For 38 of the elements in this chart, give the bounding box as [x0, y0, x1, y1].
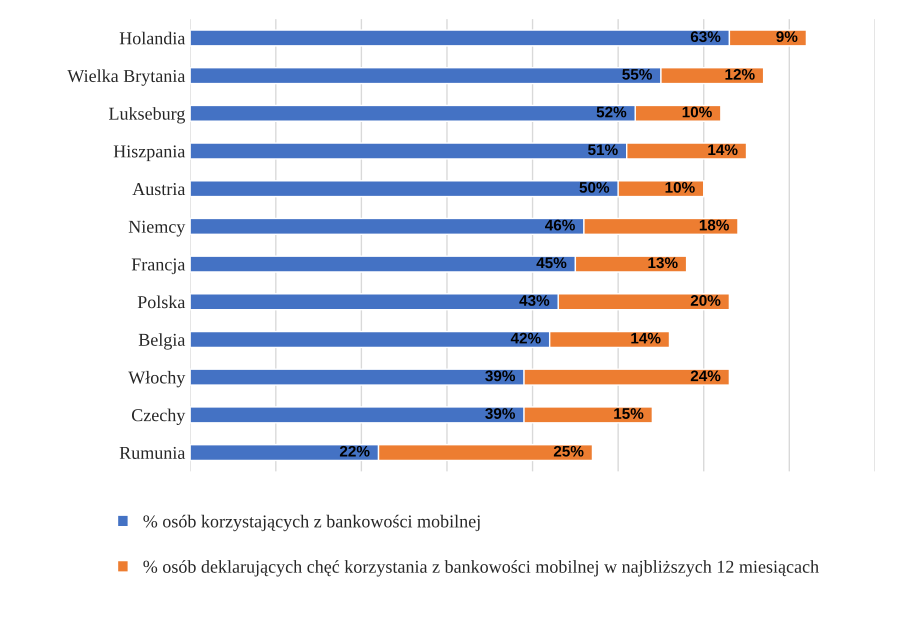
data-label: 9%: [776, 31, 798, 42]
data-label: 46%: [545, 220, 575, 230]
data-label: 25%: [554, 446, 584, 457]
y-tick-label: Polska: [138, 296, 186, 308]
data-label: 43%: [519, 295, 550, 306]
data-label: 14%: [708, 144, 738, 156]
y-tick-label: Austria: [132, 183, 186, 196]
y-tick-label: Wielka Brytania: [67, 69, 186, 86]
y-tick-label: Francja: [132, 258, 186, 274]
data-label: 12%: [725, 68, 755, 80]
y-tick-label: Czechy: [132, 408, 186, 426]
data-label: 20%: [690, 295, 720, 306]
y-tick-label: Włochy: [128, 370, 186, 388]
data-label: 51%: [588, 144, 618, 156]
data-label: 18%: [700, 220, 729, 230]
data-label: 10%: [666, 182, 695, 193]
y-tick-label: Belgia: [138, 333, 186, 350]
data-label: 52%: [596, 106, 626, 118]
y-tick-label: Lukseburg: [108, 107, 186, 124]
data-label: 42%: [510, 332, 541, 344]
y-tick-label: Hiszpania: [114, 145, 186, 162]
legend-label: % osób korzystających z bankowości mobilnej: [143, 514, 480, 532]
data-label: 14%: [631, 332, 661, 344]
data-label: 50%: [579, 182, 610, 193]
data-label: 13%: [648, 257, 678, 268]
legend-label: % osób deklarujących chęć korzystania z bankowości mobilnej w najbliższych 12 miesiącach: [143, 560, 819, 577]
data-label: 15%: [614, 408, 644, 419]
data-label: 24%: [690, 370, 720, 382]
data-label: 55%: [622, 68, 652, 80]
data-label: 39%: [485, 370, 516, 382]
data-label: 45%: [536, 257, 566, 268]
y-tick-label: Holandia: [120, 32, 186, 44]
data-label: 63%: [690, 31, 720, 42]
data-label: 10%: [682, 106, 712, 118]
data-label: 22%: [340, 446, 370, 457]
data-label: 39%: [485, 408, 516, 419]
y-tick-label: Niemcy: [128, 220, 186, 237]
y-tick-label: Rumunia: [120, 446, 186, 459]
